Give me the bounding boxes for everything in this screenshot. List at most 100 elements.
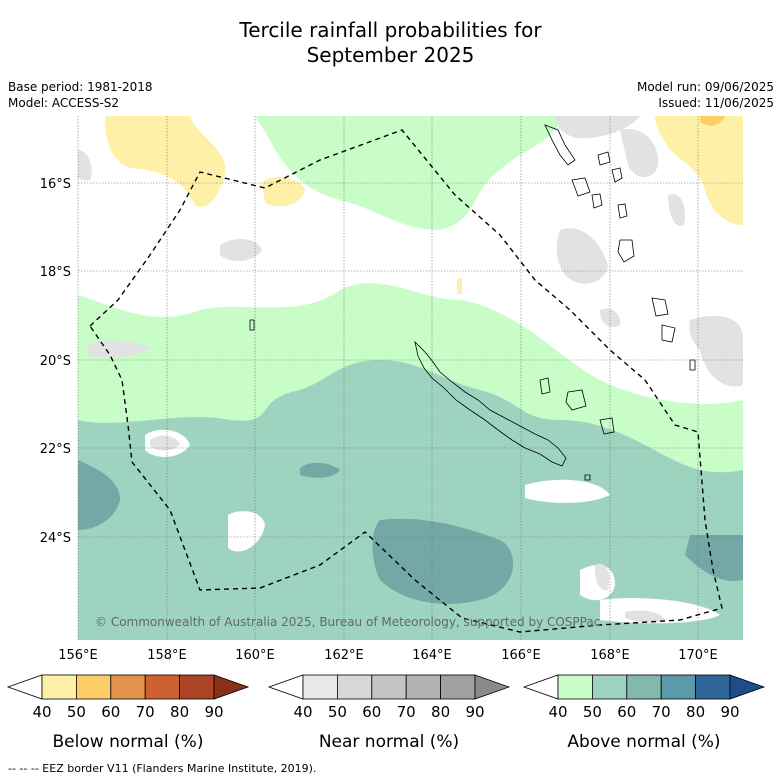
above-70-left	[78, 460, 120, 530]
near-40-w1	[220, 238, 262, 262]
eez-border	[89, 129, 723, 633]
near-40-ne-3	[668, 194, 686, 226]
below-50-center	[262, 176, 305, 207]
colorbar-extend-high	[474, 674, 511, 700]
colorbar-title: Below normal (%)	[53, 732, 204, 752]
lon-label: 162°E	[324, 648, 364, 663]
above-70-center	[372, 518, 514, 604]
colorbar: 40 50 60 70 80 90 Near normal (%)	[267, 674, 511, 752]
lon-label: 166°E	[501, 648, 541, 663]
lon-label: 160°E	[235, 648, 275, 663]
colorbar-tick-label: 40	[548, 703, 567, 721]
colorbar-tick-label: 50	[583, 703, 602, 721]
colorbar-segment	[41, 674, 77, 700]
lon-label: 170°E	[678, 648, 718, 663]
colorbar-tick-label: 90	[720, 703, 739, 721]
near-40-e	[689, 315, 743, 387]
near-40-ne-2	[620, 129, 659, 178]
white-gap-1	[228, 511, 265, 552]
title-line-2: September 2025	[306, 43, 475, 67]
colorbar-extend-high	[213, 674, 250, 700]
below-50-ne	[655, 116, 743, 225]
white-gap-3	[525, 479, 610, 503]
above-60-region	[78, 360, 743, 640]
lon-label: 168°E	[590, 648, 630, 663]
colorbar-tick-label: 40	[293, 703, 312, 721]
colorbar-tick-label: 70	[397, 703, 416, 721]
graticule	[77, 116, 743, 640]
colorbar-tick-label: 70	[136, 703, 155, 721]
vanuatu-islands	[249, 124, 696, 481]
colorbar-tick-label: 80	[170, 703, 189, 721]
lon-label: 158°E	[147, 648, 187, 663]
near-40-s2	[625, 610, 665, 623]
below-50-nw	[105, 116, 226, 207]
colorbar-tick-label: 70	[652, 703, 671, 721]
near-40-ne-1	[555, 116, 640, 139]
lat-label: 16°S	[40, 177, 71, 192]
colorbar-tick-label: 50	[328, 703, 347, 721]
below-60-ne	[700, 116, 725, 126]
colorbar-tick-label: 80	[686, 703, 705, 721]
model-run-label: Model run: 09/06/2025	[636, 80, 774, 94]
colorbar-segment	[76, 674, 112, 700]
colorbar-segment	[695, 674, 731, 700]
colorbar-segment	[144, 674, 180, 700]
above-70-small	[300, 462, 340, 478]
lat-label: 24°S	[40, 531, 71, 546]
latitude-labels: 16°S 18°S 20°S 22°S 24°S	[40, 177, 71, 546]
colorbar-tick-label: 50	[67, 703, 86, 721]
lat-label: 20°S	[40, 354, 71, 369]
probability-fields	[78, 116, 743, 640]
colorbar-tick-label: 90	[204, 703, 223, 721]
map-title: Tercile rainfall probabilities for Septe…	[0, 18, 781, 68]
colorbar-segment	[440, 674, 476, 700]
colorbar-segment	[405, 674, 442, 700]
colorbar-tick-label: 40	[32, 703, 51, 721]
longitude-labels: 156°E 158°E 160°E 162°E 164°E 166°E 168°…	[58, 648, 718, 663]
near-40-w4	[150, 435, 180, 451]
near-40-ne-4	[556, 228, 608, 284]
loyalty-islands	[539, 377, 615, 435]
base-period-label: Base period: 1981-2018	[8, 80, 153, 94]
colorbar-tick-label: 80	[431, 703, 450, 721]
colorbar-tick-label: 60	[362, 703, 381, 721]
colorbar-segment	[371, 674, 407, 700]
copyright-text: © Commonwealth of Australia 2025, Bureau…	[95, 615, 600, 629]
colorbar-segment	[626, 674, 662, 700]
run-info: Model run: 09/06/2025 Issued: 11/06/2025	[637, 79, 774, 111]
below-50-dot	[457, 278, 462, 294]
colorbar-title: Near normal (%)	[319, 732, 459, 752]
title-line-1: Tercile rainfall probabilities for	[239, 18, 542, 42]
colorbar-segment	[557, 674, 593, 700]
coastlines	[249, 124, 696, 481]
colorbar-segment	[302, 674, 338, 700]
near-40-w3	[78, 150, 92, 181]
colorbar-extend-low	[267, 674, 304, 700]
colorbar-extend-high	[729, 674, 766, 700]
colorbar-segment	[336, 674, 373, 700]
above-50-north	[255, 116, 560, 230]
colorbar-extend-low	[522, 674, 559, 700]
colorbar-segment	[179, 674, 215, 700]
colorbar-title: Above normal (%)	[567, 732, 720, 752]
lon-label: 156°E	[58, 648, 98, 663]
base-info: Base period: 1981-2018 Model: ACCESS-S2	[8, 79, 153, 111]
lat-label: 22°S	[40, 442, 71, 457]
lat-label: 18°S	[40, 265, 71, 280]
colorbar-tick-label: 60	[101, 703, 120, 721]
colorbar-tick-label: 60	[617, 703, 636, 721]
lon-label: 164°E	[412, 648, 452, 663]
colorbar-tick-label: 90	[465, 703, 484, 721]
eez-footnote: -- -- -- EEZ border V11 (Flanders Marine…	[8, 762, 317, 775]
issued-label: Issued: 11/06/2025	[658, 96, 774, 110]
model-label: Model: ACCESS-S2	[8, 96, 120, 110]
above-70-east	[685, 535, 743, 581]
colorbar-segment	[592, 674, 628, 700]
new-caledonia-coastline	[414, 340, 567, 467]
near-40-s1	[594, 563, 610, 591]
